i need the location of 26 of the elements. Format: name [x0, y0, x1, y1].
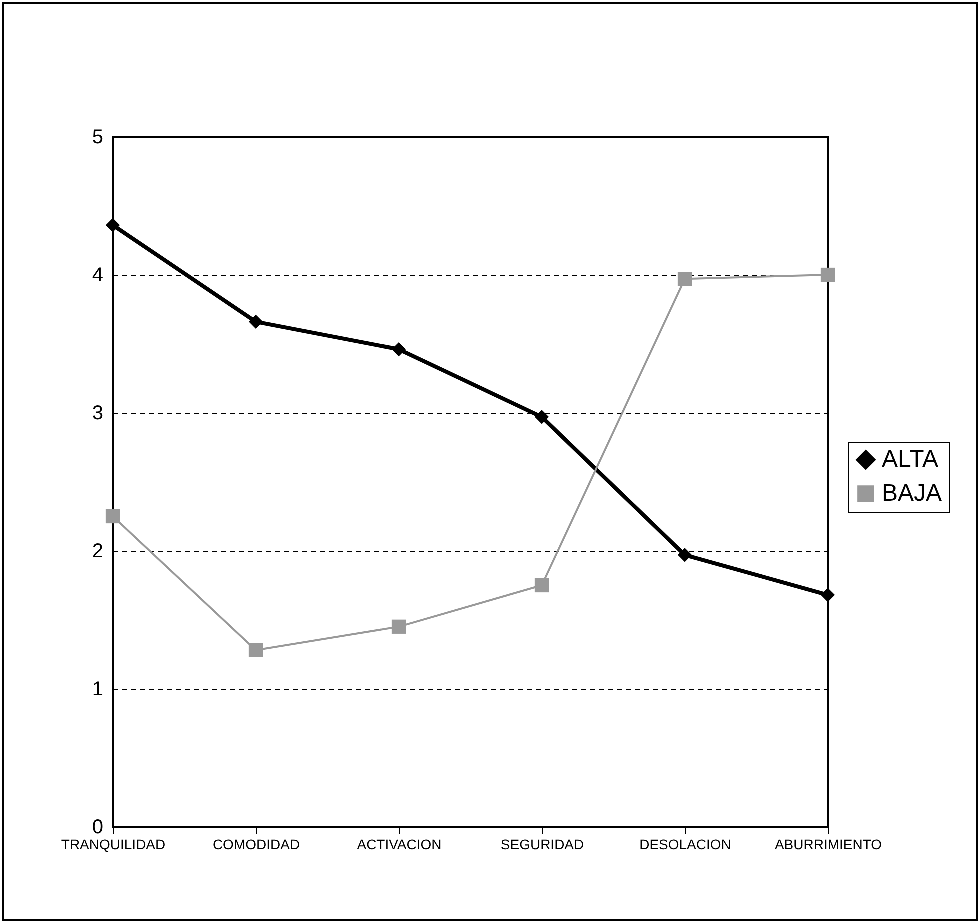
- point: [678, 548, 692, 562]
- point: [678, 272, 692, 286]
- legend-label: BAJA: [882, 480, 942, 507]
- x-tick-label: TRANQUILIDAD: [61, 836, 166, 852]
- x-tick-label: DESOLACION: [640, 836, 732, 852]
- x-tick-label: ABURRIMIENTO: [774, 836, 882, 852]
- point: [534, 410, 550, 424]
- y-tick-label: 0: [92, 816, 104, 838]
- point: [392, 342, 406, 357]
- point: [534, 578, 550, 593]
- point: [820, 588, 836, 602]
- point: [106, 509, 120, 524]
- y-tick-label: 2: [92, 540, 104, 562]
- point: [248, 314, 264, 329]
- y-tick-label: 5: [92, 126, 104, 148]
- point: [248, 643, 264, 658]
- y-tick-label: 4: [92, 264, 104, 286]
- y-tick-label: 1: [92, 678, 104, 700]
- y-tick-label: 3: [92, 402, 104, 424]
- point: [392, 620, 406, 634]
- x-tick-label: ACTIVACION: [357, 836, 442, 852]
- x-tick-label: SEGURIDAD: [500, 836, 584, 852]
- legend-label: ALTA: [882, 446, 938, 473]
- point: [106, 218, 120, 232]
- x-tick-label: COMODIDAD: [212, 836, 300, 852]
- point: [820, 268, 836, 282]
